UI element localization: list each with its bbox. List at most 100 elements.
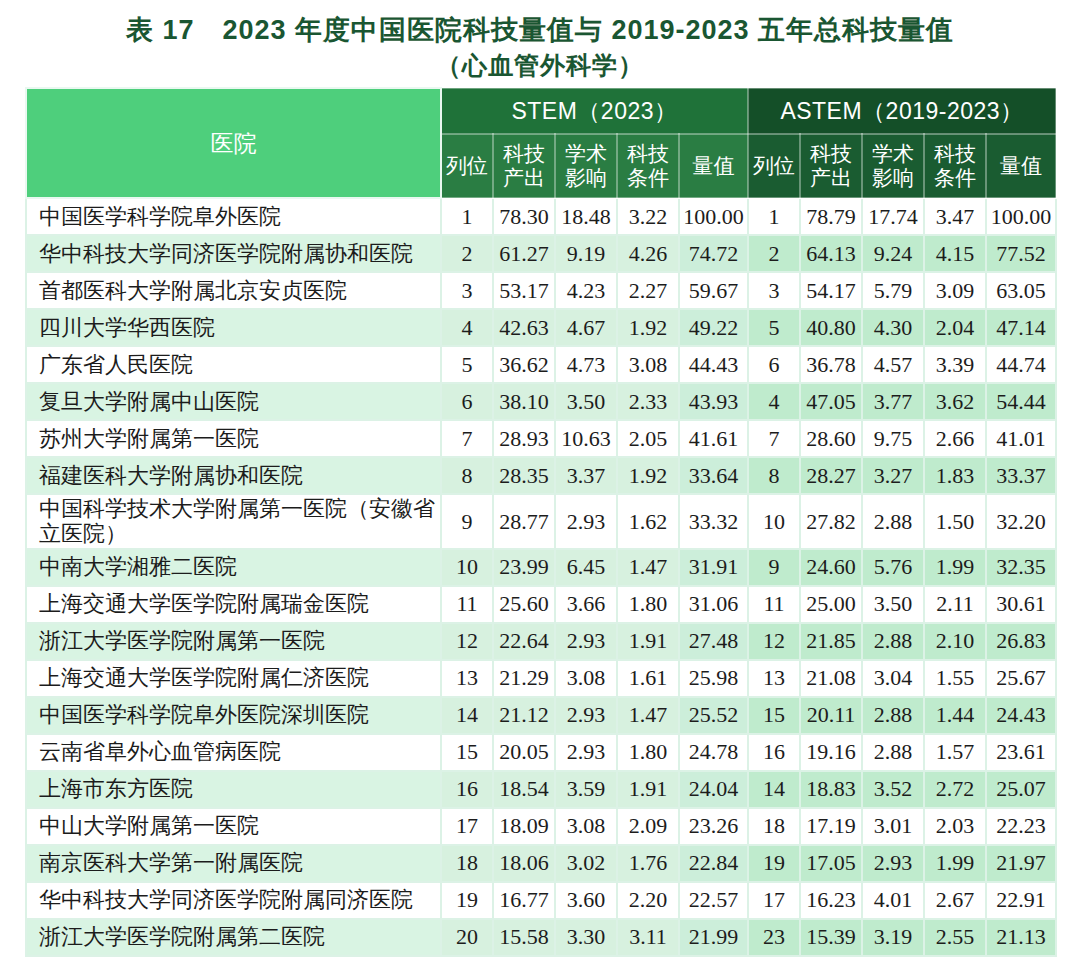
astem-sci-condition-cell: 1.99: [924, 549, 986, 586]
astem-academic-influence-cell: 3.04: [862, 660, 924, 697]
astem-sci-output-cell: 78.79: [800, 198, 862, 235]
stem-rank-cell: 8: [441, 457, 493, 494]
table-row: 中国科学技术大学附属第一医院（安徽省立医院）928.772.931.6233.3…: [26, 494, 1056, 549]
astem-value-cell: 32.20: [986, 494, 1056, 549]
astem-value-cell: 21.13: [986, 919, 1056, 956]
stem-sci-condition-cell: 4.26: [617, 235, 679, 272]
stem-academic-influence-cell: 3.50: [555, 383, 617, 420]
table-row: 广东省人民医院536.624.733.0844.43636.784.573.39…: [26, 346, 1056, 383]
stem-sci-output-cell: 28.93: [493, 420, 555, 457]
stem-value-cell: 24.04: [679, 771, 748, 808]
astem-academic-influence-cell: 9.75: [862, 420, 924, 457]
astem-sci-condition-cell: 2.03: [924, 808, 986, 845]
astem-rank-cell: 10: [748, 494, 800, 549]
astem-rank-cell: 13: [748, 660, 800, 697]
astem-sci-output-cell: 25.00: [800, 586, 862, 623]
astem-academic-influence-cell: 9.24: [862, 235, 924, 272]
stem-sci-condition-cell: 2.05: [617, 420, 679, 457]
stem-value-cell: 21.99: [679, 919, 748, 956]
stem-sci-output-cell: 18.54: [493, 771, 555, 808]
stem-sci-condition-cell: 1.92: [617, 457, 679, 494]
stem-sci-condition-cell: 3.22: [617, 198, 679, 235]
hospital-name-cell: 上海交通大学医学院附属瑞金医院: [26, 586, 441, 623]
table-row: 首都医科大学附属北京安贞医院353.174.232.2759.67354.175…: [26, 272, 1056, 309]
astem-sci-output-cell: 47.05: [800, 383, 862, 420]
astem-academic-influence-header: 学术影响: [862, 134, 924, 198]
astem-sci-output-cell: 54.17: [800, 272, 862, 309]
stem-value-cell: 44.43: [679, 346, 748, 383]
astem-rank-cell: 1: [748, 198, 800, 235]
astem-sci-output-cell: 40.80: [800, 309, 862, 346]
stem-academic-influence-cell: 3.08: [555, 660, 617, 697]
astem-value-cell: 21.97: [986, 845, 1056, 882]
stem-sci-output-cell: 25.60: [493, 586, 555, 623]
hospital-name-cell: 四川大学华西医院: [26, 309, 441, 346]
astem-rank-cell: 5: [748, 309, 800, 346]
astem-value-cell: 44.74: [986, 346, 1056, 383]
hospital-name-cell: 华中科技大学同济医学院附属同济医院: [26, 882, 441, 919]
astem-sci-condition-cell: 1.50: [924, 494, 986, 549]
astem-sci-output-cell: 36.78: [800, 346, 862, 383]
table-row: 四川大学华西医院442.634.671.9249.22540.804.302.0…: [26, 309, 1056, 346]
stem-value-cell: 41.61: [679, 420, 748, 457]
stem-sci-condition-cell: 1.47: [617, 549, 679, 586]
stem-sci-condition-header: 科技条件: [617, 134, 679, 198]
table-row: 云南省阜外心血管病医院1520.052.931.8024.781619.162.…: [26, 734, 1056, 771]
astem-rank-cell: 4: [748, 383, 800, 420]
hospital-name-cell: 浙江大学医学院附属第一医院: [26, 623, 441, 660]
stem-rank-cell: 3: [441, 272, 493, 309]
stem-sci-condition-cell: 1.91: [617, 623, 679, 660]
table-row: 上海市东方医院1618.543.591.9124.041418.833.522.…: [26, 771, 1056, 808]
stem-value-cell: 22.57: [679, 882, 748, 919]
astem-value-cell: 47.14: [986, 309, 1056, 346]
stem-value-cell: 25.52: [679, 697, 748, 734]
astem-academic-influence-cell: 5.79: [862, 272, 924, 309]
table-row: 华中科技大学同济医学院附属协和医院261.279.194.2674.72264.…: [26, 235, 1056, 272]
astem-rank-cell: 23: [748, 919, 800, 956]
stem-sci-output-cell: 21.12: [493, 697, 555, 734]
astem-rank-cell: 15: [748, 697, 800, 734]
table-row: 浙江大学医学院附属第二医院2015.583.303.1121.992315.39…: [26, 919, 1056, 956]
stem-value-cell: 24.78: [679, 734, 748, 771]
astem-rank-cell: 8: [748, 457, 800, 494]
stem-value-cell: 49.22: [679, 309, 748, 346]
stem-rank-cell: 5: [441, 346, 493, 383]
stem-rank-cell: 10: [441, 549, 493, 586]
astem-value-cell: 32.35: [986, 549, 1056, 586]
stem-sci-condition-cell: 1.92: [617, 309, 679, 346]
hospital-name-cell: 上海交通大学医学院附属仁济医院: [26, 660, 441, 697]
astem-sci-condition-cell: 2.66: [924, 420, 986, 457]
astem-sci-output-cell: 24.60: [800, 549, 862, 586]
table-row: 中南大学湘雅二医院1023.996.451.4731.91924.605.761…: [26, 549, 1056, 586]
stem-academic-influence-cell: 3.37: [555, 457, 617, 494]
astem-value-cell: 22.91: [986, 882, 1056, 919]
table-row: 复旦大学附属中山医院638.103.502.3343.93447.053.773…: [26, 383, 1056, 420]
astem-rank-cell: 19: [748, 845, 800, 882]
astem-sci-condition-cell: 2.55: [924, 919, 986, 956]
astem-sci-output-cell: 16.23: [800, 882, 862, 919]
table-row: 中国医学科学院阜外医院178.3018.483.22100.00178.7917…: [26, 198, 1056, 235]
astem-rank-cell: 14: [748, 771, 800, 808]
stem-value-cell: 33.32: [679, 494, 748, 549]
stem-sci-output-cell: 61.27: [493, 235, 555, 272]
astem-rank-cell: 3: [748, 272, 800, 309]
astem-academic-influence-cell: 2.88: [862, 494, 924, 549]
table-row: 浙江大学医学院附属第一医院1222.642.931.9127.481221.85…: [26, 623, 1056, 660]
astem-sci-condition-cell: 2.04: [924, 309, 986, 346]
stem-sci-condition-cell: 1.91: [617, 771, 679, 808]
astem-sci-output-cell: 17.05: [800, 845, 862, 882]
astem-rank-cell: 2: [748, 235, 800, 272]
astem-sci-output-cell: 64.13: [800, 235, 862, 272]
stem-sci-condition-cell: 2.27: [617, 272, 679, 309]
astem-sci-output-cell: 20.11: [800, 697, 862, 734]
stem-rank-cell: 9: [441, 494, 493, 549]
stem-sci-condition-cell: 1.61: [617, 660, 679, 697]
astem-academic-influence-cell: 3.01: [862, 808, 924, 845]
astem-sci-output-cell: 21.85: [800, 623, 862, 660]
stem-value-cell: 59.67: [679, 272, 748, 309]
astem-value-cell: 23.61: [986, 734, 1056, 771]
stem-academic-influence-cell: 3.08: [555, 808, 617, 845]
stem-academic-influence-cell: 4.67: [555, 309, 617, 346]
table-title: 表 17 2023 年度中国医院科技量值与 2019-2023 五年总科技量值: [0, 14, 1080, 48]
astem-academic-influence-cell: 2.88: [862, 697, 924, 734]
